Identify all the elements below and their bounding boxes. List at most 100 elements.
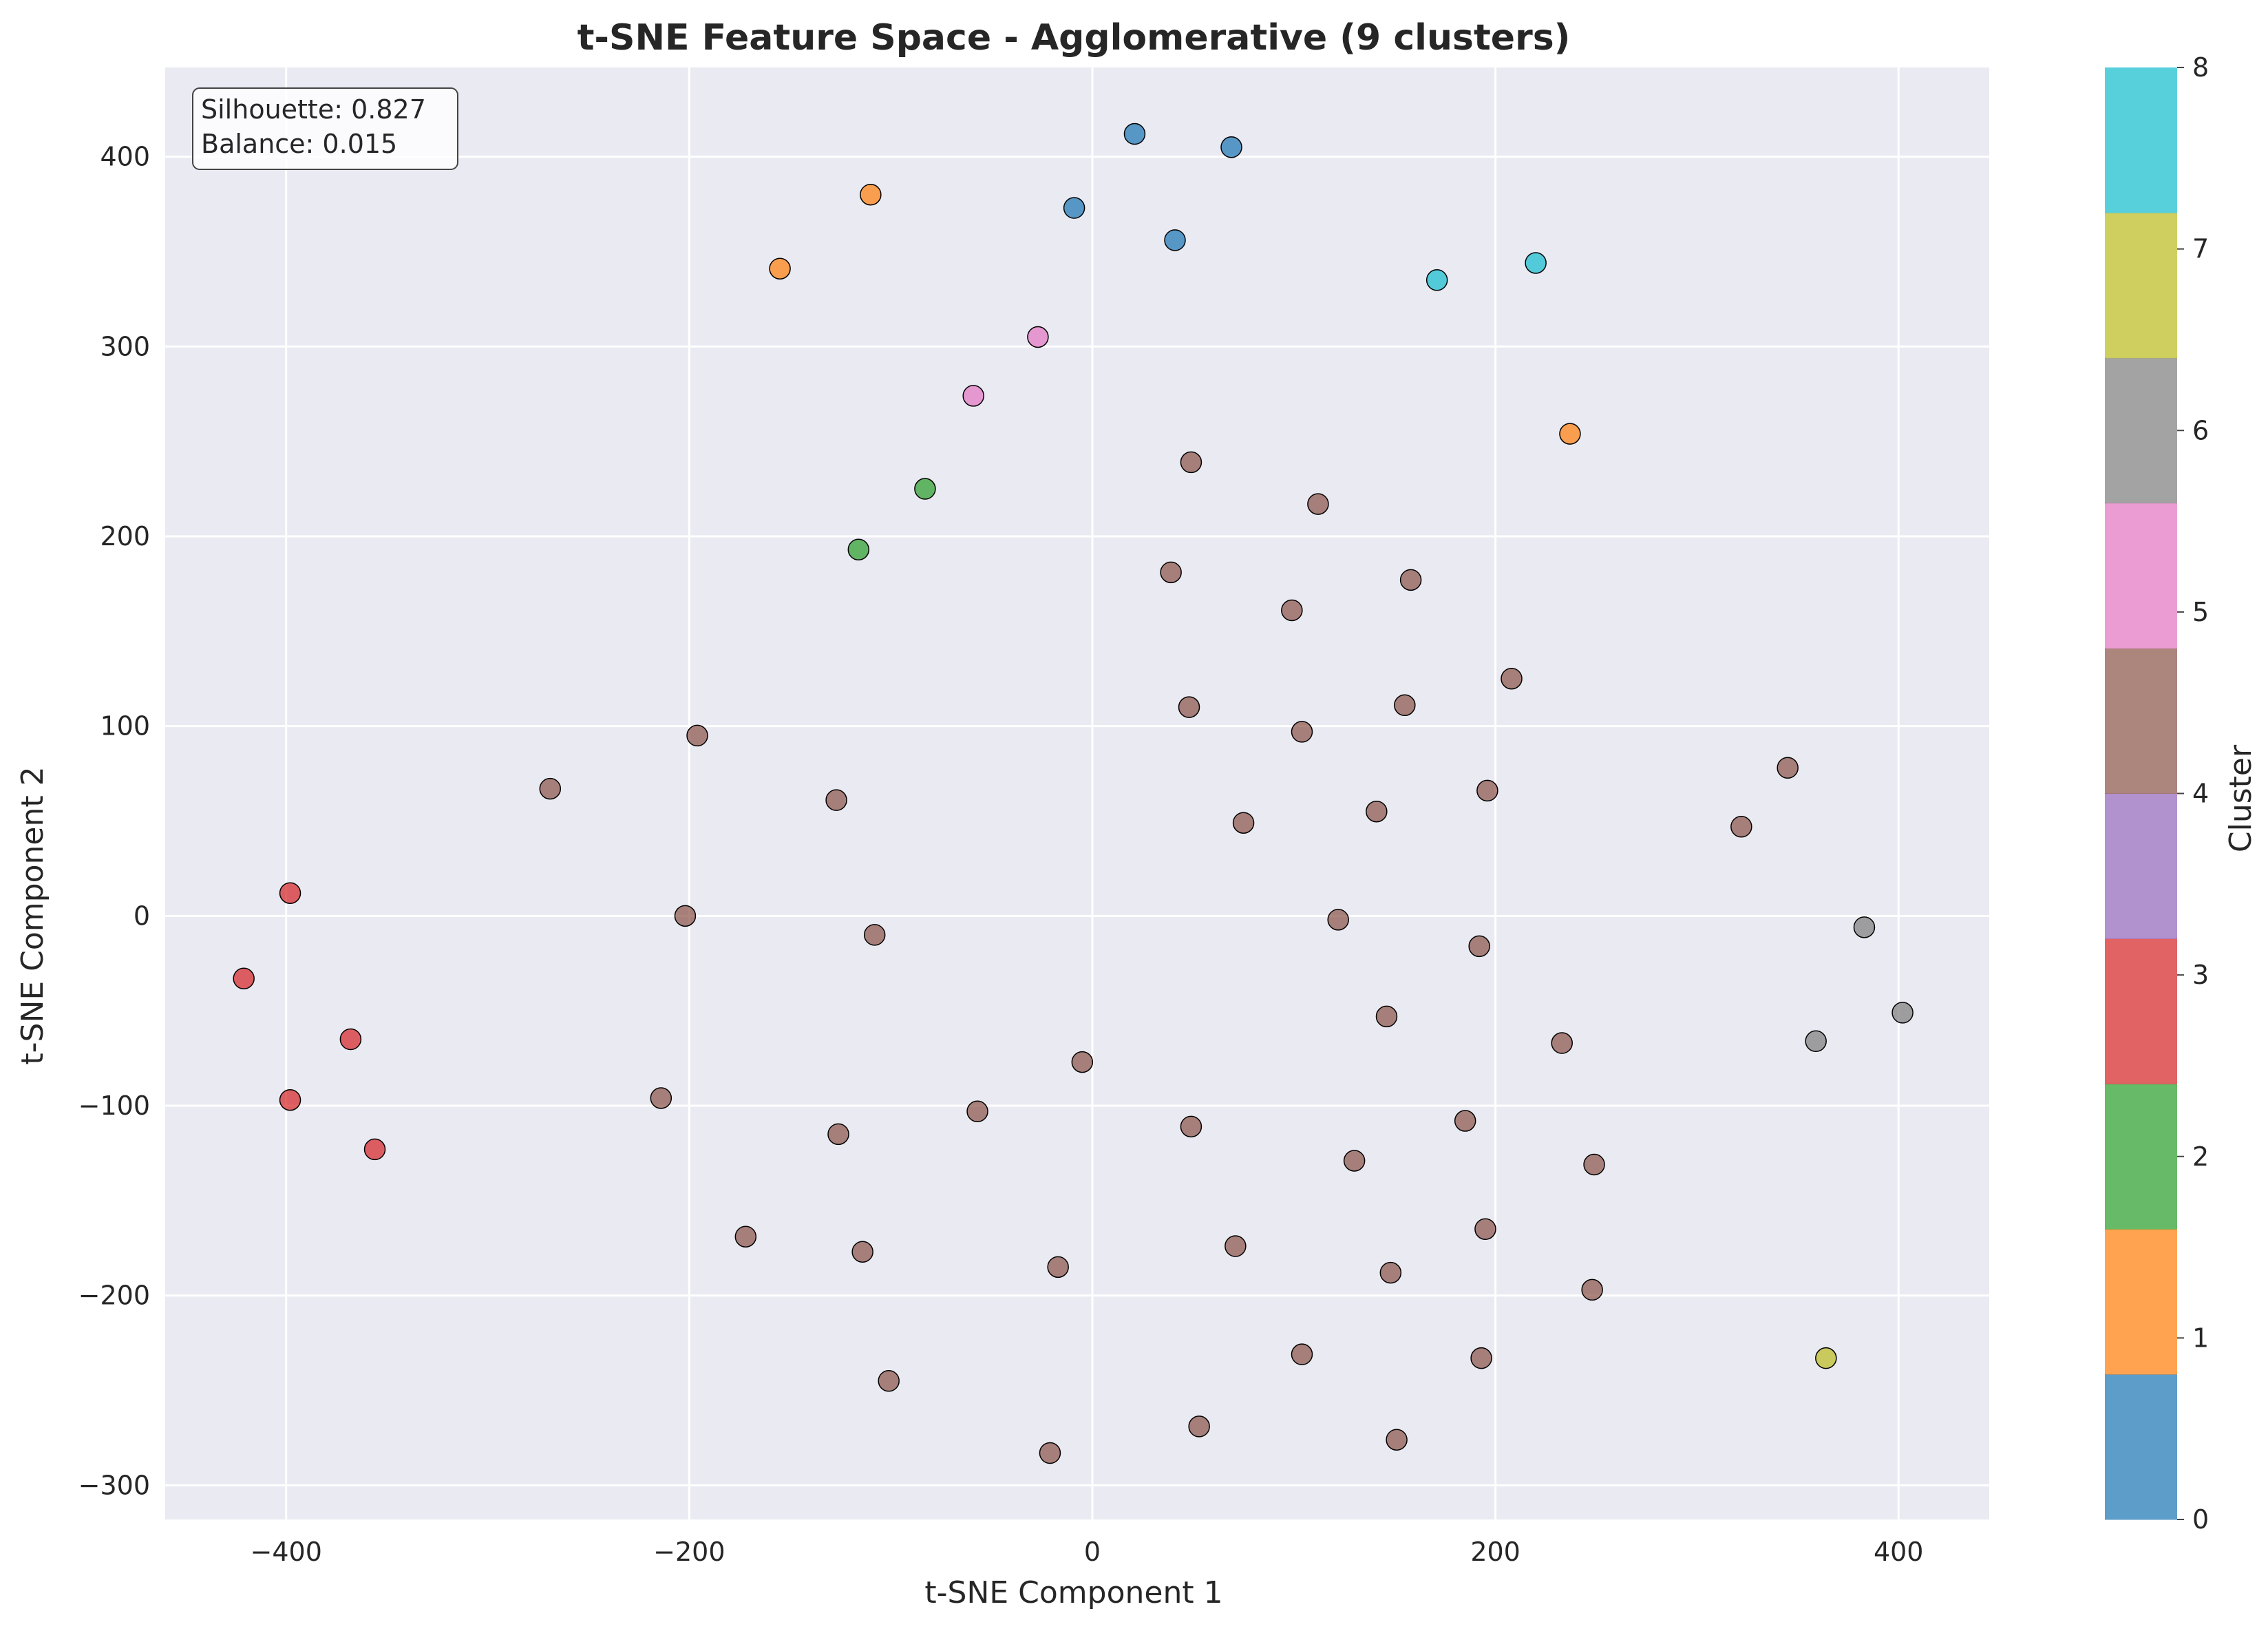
data-point [1386,1429,1408,1451]
data-point [1047,1256,1069,1279]
data-point [863,924,886,946]
x-tick-label: 400 [1874,1537,1924,1567]
data-point [1853,916,1876,938]
data-point [1281,599,1303,622]
y-tick-label: −300 [78,1470,150,1500]
y-tick-label: 200 [100,521,150,551]
data-point [279,1088,301,1111]
data-point [1160,561,1182,584]
data-point [1366,800,1388,823]
colorbar-segment [2105,67,2177,213]
colorbar-segment [2105,357,2177,504]
data-point [1399,569,1422,591]
y-tick-label: 100 [100,711,150,741]
data-point [769,257,791,280]
colorbar-segment [2105,648,2177,794]
data-point [1375,1005,1398,1028]
y-axis-label: t-SNE Component 2 [15,766,50,1064]
data-point [650,1087,672,1109]
data-point [1474,1218,1496,1240]
data-point [966,1100,988,1123]
data-point [339,1028,362,1051]
data-point [1525,252,1547,274]
data-point [847,538,870,560]
data-point [1730,815,1752,838]
data-point [1891,1002,1914,1024]
data-point [1307,493,1329,515]
colorbar-tick-label: 7 [2192,234,2209,264]
data-point [1027,326,1049,348]
y-tick-label: 400 [100,142,150,172]
colorbar-tick-label: 3 [2192,960,2209,990]
data-point [825,789,847,811]
data-point [279,882,301,904]
colorbar-tick-label: 4 [2192,779,2209,809]
data-point [1454,1110,1476,1132]
data-point [1343,1150,1366,1172]
data-point [1063,197,1085,219]
x-tick-label: 0 [1084,1537,1101,1567]
colorbar-segment [2105,1374,2177,1520]
data-point [1394,694,1416,717]
chart-title: t-SNE Feature Space - Agglomerative (9 c… [577,17,1571,59]
annotation-balance: Balance: 0.015 [201,129,397,159]
grid-lines [165,67,1989,1519]
data-point [1164,229,1186,251]
annotation-box [192,87,458,170]
data-point [827,1123,849,1146]
data-point [674,905,697,927]
data-point [851,1241,873,1263]
data-point [1805,1030,1827,1053]
data-point [1379,1261,1402,1284]
data-point [734,1225,757,1248]
metrics-annotation: Silhouette: 0.827 Balance: 0.015 [192,87,458,170]
colorbar-segment [2105,503,2177,649]
colorbar-tick-label: 1 [2192,1323,2209,1353]
x-axis-ticks: −400 −200 0 200 400 [251,1537,1924,1567]
x-tick-label: 200 [1470,1537,1520,1567]
data-point [363,1138,386,1161]
data-point [1476,779,1498,802]
data-point [1583,1153,1605,1176]
y-tick-label: 0 [134,901,150,931]
data-point [1291,721,1313,743]
data-point [1123,123,1146,145]
colorbar-tick-label: 8 [2192,52,2209,83]
y-tick-label: 300 [100,331,150,361]
colorbar-tick-label: 0 [2192,1504,2209,1535]
x-tick-label: −400 [251,1537,322,1567]
data-point [1815,1347,1837,1369]
data-point [1777,757,1799,779]
y-axis-ticks: −300 −200 −100 0 100 200 300 400 [78,142,150,1501]
colorbar-tick-label: 6 [2192,415,2209,445]
data-point [1426,269,1448,291]
plot-area [165,67,1989,1519]
data-point [233,967,255,990]
colorbar: 0 1 2 3 4 5 6 7 8 [2105,52,2209,1535]
colorbar-label: Cluster [2223,744,2258,852]
colorbar-segment [2105,212,2177,359]
data-point [1039,1442,1061,1464]
colorbar-segment [2105,793,2177,939]
data-point [1178,696,1200,718]
data-point [1501,667,1523,690]
colorbar-tick-label: 5 [2192,597,2209,627]
data-point [1468,935,1490,958]
data-point [1071,1051,1094,1073]
data-point [878,1369,900,1392]
colorbar-segment [2105,938,2177,1084]
data-point [1327,909,1349,931]
data-point [1180,1115,1202,1138]
y-tick-label: −200 [78,1281,150,1311]
data-point [1559,423,1581,445]
data-point [1188,1416,1210,1438]
data-points [233,123,1914,1464]
data-point [1232,812,1255,834]
data-point [1291,1343,1313,1365]
x-tick-label: −200 [653,1537,725,1567]
y-tick-label: −100 [78,1091,150,1121]
data-point [1180,451,1202,474]
x-axis-label: t-SNE Component 1 [924,1575,1222,1610]
